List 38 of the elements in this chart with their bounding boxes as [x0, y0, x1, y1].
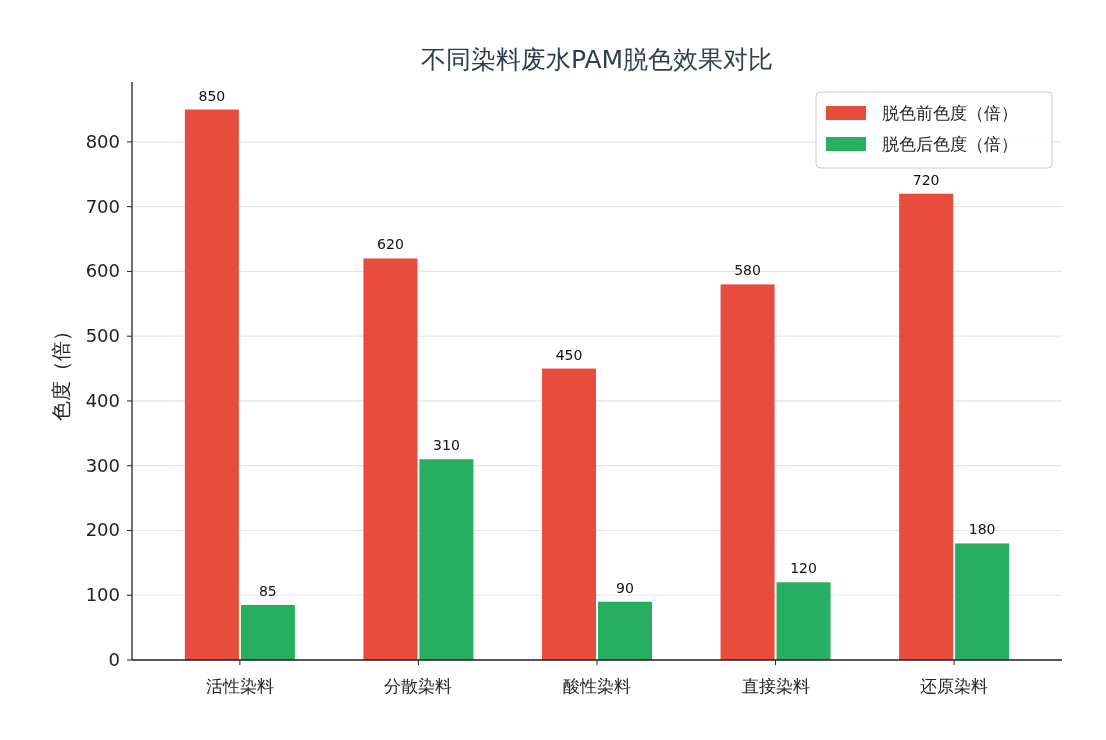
data-label: 180	[968, 521, 996, 538]
chart-title: 不同染料废水PAM脱色效果对比	[420, 45, 774, 74]
data-label: 580	[734, 262, 761, 279]
bar	[240, 604, 295, 660]
data-label: 90	[616, 579, 634, 596]
data-label: 850	[198, 87, 226, 104]
y-tick-label: 300	[85, 454, 120, 476]
x-tick-label: 还原染料	[920, 676, 989, 696]
y-tick-label: 0	[108, 649, 120, 670]
legend-label: 脱色前色度（倍）	[882, 103, 1018, 123]
bar	[955, 543, 1010, 660]
data-label: 120	[790, 560, 817, 577]
legend-label: 脱色后色度（倍）	[882, 134, 1018, 154]
bar	[363, 258, 418, 660]
x-tick-label: 酸性染料	[563, 676, 631, 696]
bar	[598, 601, 652, 660]
bar	[419, 459, 474, 660]
y-tick-label: 600	[85, 260, 120, 282]
bar	[184, 109, 239, 660]
y-tick-label: 400	[85, 389, 120, 411]
x-tick-label: 直接染料	[741, 676, 810, 696]
data-label: 310	[433, 437, 460, 454]
data-label: 720	[912, 171, 940, 188]
bar	[899, 193, 954, 660]
data-label: 450	[555, 346, 583, 363]
y-tick-label: 200	[85, 519, 120, 541]
data-label: 85	[258, 582, 277, 599]
x-tick-label: 活性染料	[205, 676, 274, 696]
x-tick-label: 分散染料	[384, 676, 453, 696]
y-tick-label: 100	[85, 584, 120, 606]
y-tick-label: 800	[85, 130, 120, 152]
data-label: 620	[377, 236, 404, 253]
bar	[542, 368, 596, 660]
bar	[776, 582, 831, 660]
y-tick-label: 500	[85, 325, 120, 347]
y-axis-title: 色度（倍）	[49, 321, 73, 421]
bar	[720, 284, 775, 660]
y-tick-label: 700	[85, 195, 120, 217]
